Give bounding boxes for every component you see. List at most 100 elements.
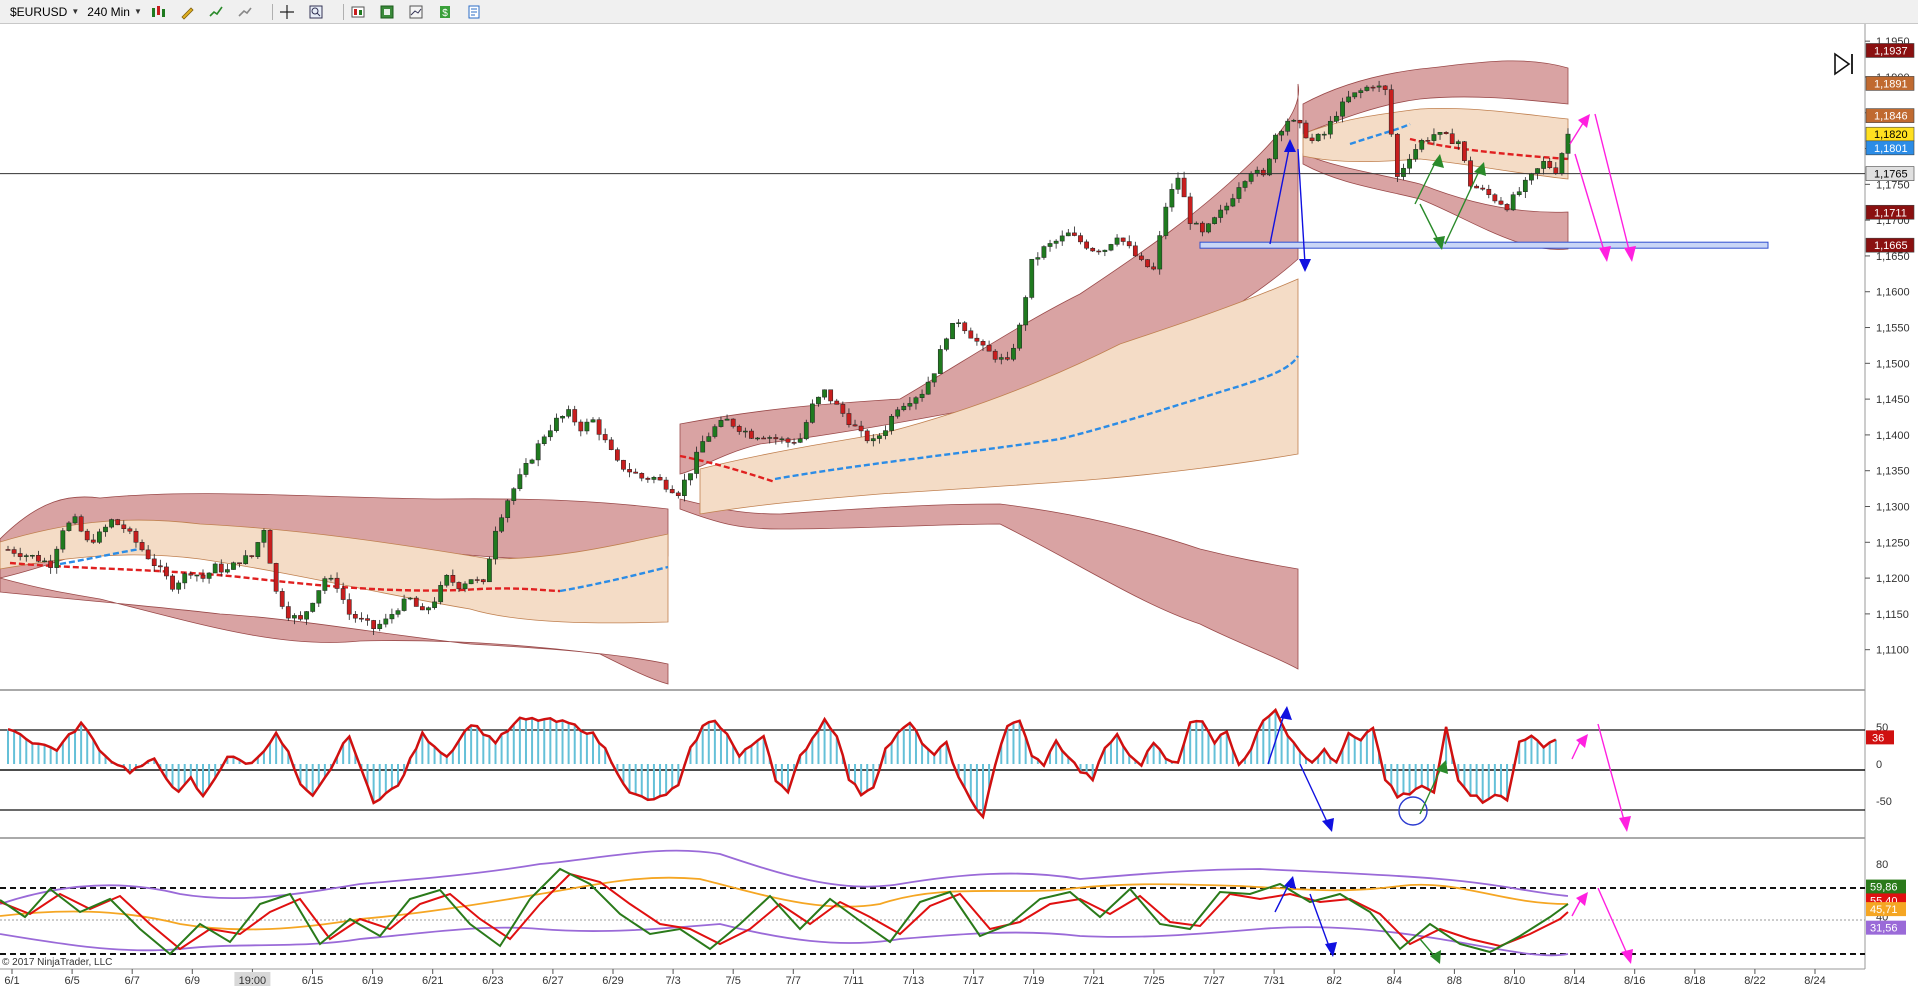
play-icon (1834, 52, 1851, 76)
chart-canvas[interactable]: 1,1100 1,1150 1,1200 1,1250 1,1300 1,1350 1,14… (0, 24, 1918, 994)
candle-body-bear (285, 606, 291, 619)
candle (383, 613, 389, 628)
template-button[interactable] (466, 2, 487, 22)
candle-body-bull (426, 607, 431, 611)
candle (883, 425, 888, 440)
arrow-head (1436, 760, 1448, 774)
candle-body-bull (255, 542, 261, 557)
stoch-red-line (0, 872, 1569, 951)
candle (907, 397, 913, 411)
arrow-head (1576, 892, 1588, 906)
candle-body-bull (444, 575, 450, 586)
green-arrow-down (1419, 203, 1441, 245)
chart-trader-button[interactable] (408, 2, 429, 22)
indicators-button[interactable] (208, 2, 229, 22)
y-tick-label: 1,1100 (1876, 645, 1909, 657)
candle-body-bear (340, 588, 346, 600)
skip-to-end-button[interactable] (1834, 52, 1853, 76)
candle-body-bull (1017, 324, 1022, 349)
candle-body-bear (1139, 255, 1144, 260)
candle-body-bear (133, 530, 139, 543)
inner-band-segment (1302, 107, 1569, 180)
candle (285, 601, 291, 622)
candle (980, 339, 986, 351)
instrument-selector[interactable]: $EURUSD ▼ (10, 2, 79, 22)
candle (170, 573, 175, 592)
candle-body-bear (834, 400, 840, 405)
candle-body-bull (1023, 297, 1029, 326)
strategy-button[interactable] (237, 2, 258, 22)
candle (822, 389, 827, 400)
data-box-button[interactable] (379, 2, 400, 22)
candle-body-bear (968, 330, 974, 339)
arrow-head (1432, 154, 1444, 168)
candle-body-bear (1072, 232, 1077, 236)
candle-body-bear (974, 337, 980, 342)
magenta-arrow-down (1574, 153, 1606, 255)
crosshair-button[interactable] (279, 2, 300, 22)
crosshair-icon (279, 4, 295, 20)
candle-body-bull (694, 451, 699, 474)
candle (340, 582, 346, 604)
candle (541, 434, 547, 446)
candle (255, 541, 261, 559)
candle (657, 474, 663, 481)
candle (438, 581, 444, 605)
candle (840, 401, 846, 417)
candle-body-bull (1529, 173, 1534, 181)
candle (328, 574, 334, 582)
candle-body-bear (675, 492, 681, 496)
osc-last-value-bg (1866, 730, 1894, 745)
drawing-tools-button[interactable] (179, 2, 200, 22)
candle (352, 611, 358, 623)
price-panel[interactable]: 1,1100 1,1150 1,1200 1,1250 1,1300 1,1350 1,14… (0, 24, 1915, 685)
candle-body-bull (66, 522, 72, 531)
candle-body-bull (1224, 205, 1230, 211)
candle-body-bear (627, 469, 632, 473)
candle-body-bull (1102, 249, 1108, 252)
zoom-button[interactable] (308, 2, 329, 22)
candle (419, 603, 425, 611)
candle-body-bear (828, 389, 834, 402)
candle-body-bull (816, 396, 821, 405)
candle (395, 608, 401, 618)
y-tick-label: 1,1650 (1876, 251, 1910, 263)
candle-body-bear (602, 434, 608, 441)
candle (1455, 139, 1461, 150)
candle (1382, 85, 1388, 96)
candle-body-bear (121, 524, 127, 529)
candle-body-bear (986, 344, 992, 352)
price-label-value: 1,1891 (1874, 78, 1908, 90)
candle (365, 614, 370, 626)
candle (1023, 295, 1029, 331)
candle-body-bull (377, 623, 383, 629)
candle-body-bull (706, 436, 712, 442)
candle (803, 419, 809, 441)
support-zone[interactable] (1199, 241, 1769, 249)
candle (1443, 131, 1449, 135)
candle-body-bull (1242, 181, 1248, 188)
outer-band-segment (679, 83, 1300, 475)
time-axis[interactable]: 6/1 6/5 6/7 6/9 19:00 6/15 6/19 6/21 6/23 6/27 6/2… (4, 969, 1826, 987)
bar-type-button[interactable] (150, 2, 171, 22)
candle-body-bull (803, 422, 809, 440)
candle (1041, 245, 1047, 260)
arrow-head (1430, 950, 1441, 964)
candle-body-bull (389, 614, 395, 620)
candle-body-bull (809, 403, 815, 423)
candle (407, 596, 413, 601)
price-axis[interactable]: 1,1100 1,1150 1,1200 1,1250 1,1300 1,1350 1,14… (1865, 36, 1915, 657)
candle (529, 458, 535, 465)
timeframe-selector[interactable]: 240 Min ▼ (87, 2, 142, 22)
properties-button[interactable] (350, 2, 371, 22)
candle-body-bull (1431, 134, 1437, 141)
stoch-value-tag: 31,56 (1866, 920, 1906, 935)
candle (273, 562, 279, 594)
candle (1327, 116, 1333, 139)
candle (864, 428, 870, 444)
dollar-button[interactable]: $ (437, 2, 458, 22)
